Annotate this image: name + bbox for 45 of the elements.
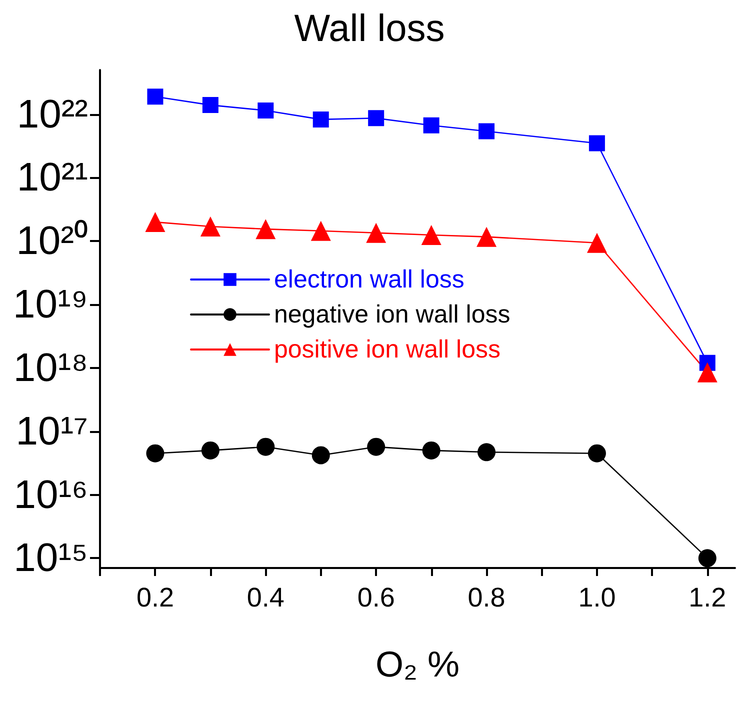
point xyxy=(421,224,442,245)
point xyxy=(366,222,386,243)
point xyxy=(478,123,495,140)
point xyxy=(422,441,440,460)
point xyxy=(312,111,329,128)
point xyxy=(423,117,440,134)
y-tick-label: 10¹⁷ xyxy=(16,409,88,454)
point xyxy=(147,88,164,105)
point xyxy=(145,212,166,232)
point xyxy=(586,232,607,253)
point xyxy=(256,438,275,456)
point xyxy=(202,97,218,114)
x-tick-label: 0.6 xyxy=(357,582,395,612)
y-tick-label: 10²² xyxy=(16,92,88,136)
y-tick-label: 10²⁰ xyxy=(16,219,88,264)
chart-title: Wall loss xyxy=(294,8,445,50)
point xyxy=(588,135,605,152)
point xyxy=(368,110,384,126)
point xyxy=(200,216,220,237)
legend-label: negative ion wall loss xyxy=(274,300,510,328)
point xyxy=(367,438,386,456)
x-axis-title: O₂ % xyxy=(376,644,460,684)
legend-label: positive ion wall loss xyxy=(274,336,500,364)
legend-label: electron wall loss xyxy=(274,266,464,294)
x-tick-label: 1.2 xyxy=(688,582,726,612)
x-tick-label: 0.4 xyxy=(246,582,284,612)
point xyxy=(698,549,716,568)
x-tick-label: 0.2 xyxy=(136,582,174,612)
point xyxy=(697,362,718,382)
point xyxy=(310,220,331,241)
point xyxy=(146,444,164,462)
y-tick-label: 10²¹ xyxy=(16,156,88,200)
point xyxy=(312,446,330,464)
point xyxy=(478,443,496,462)
x-tick-label: 1.0 xyxy=(578,582,616,612)
point xyxy=(258,102,274,118)
y-tick-label: 10¹⁹ xyxy=(13,282,88,327)
point xyxy=(476,226,497,247)
y-tick-label: 10¹⁸ xyxy=(13,346,88,390)
point xyxy=(588,444,606,462)
x-tick-label: 0.8 xyxy=(468,582,506,612)
y-tick-label: 10¹⁵ xyxy=(14,536,88,580)
point xyxy=(201,441,220,460)
y-tick-label: 10¹⁶ xyxy=(14,472,88,517)
point xyxy=(256,219,276,240)
